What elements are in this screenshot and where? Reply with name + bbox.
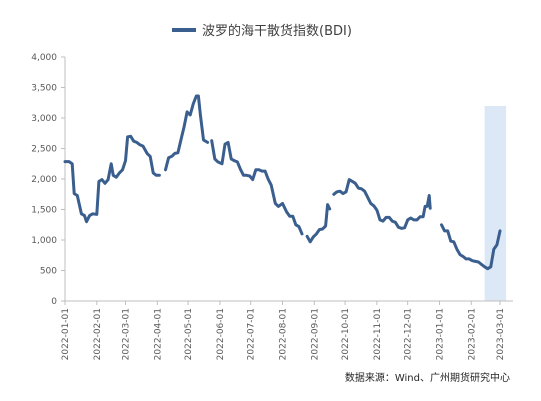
series-line-segment [440, 223, 502, 271]
series-line-segment [305, 203, 332, 244]
x-tick-label: 2022-04-01 [153, 308, 163, 360]
x-tick-label: 2022-05-01 [184, 308, 194, 360]
x-tick-label: 2022-11-01 [373, 308, 383, 360]
y-tick-label: 0 [51, 297, 57, 307]
x-tick-label: 2023-02-01 [467, 308, 477, 360]
x-tick-label: 2023-01-01 [435, 308, 445, 360]
y-tick-label: 2,500 [31, 145, 57, 155]
x-tick-label: 2023-03-01 [496, 308, 506, 360]
x-tick-label: 2022-01-01 [61, 308, 71, 360]
series-line-segment [332, 178, 432, 230]
series-bdi [63, 94, 502, 271]
x-tick-label: 2022-02-01 [93, 308, 103, 360]
x-tick-label: 2022-06-01 [216, 308, 226, 360]
y-tick-label: 4,000 [31, 53, 57, 63]
series-line-segment [164, 94, 210, 172]
x-tick-label: 2022-12-01 [404, 308, 414, 360]
x-tick-label: 2022-10-01 [341, 308, 351, 360]
y-tick-label: 1,500 [31, 206, 57, 216]
x-tick-label: 2022-08-01 [279, 308, 289, 360]
legend-label: 波罗的海干散货指数(BDI) [202, 23, 352, 39]
y-tick-label: 500 [40, 267, 57, 277]
y-tick-label: 1,000 [31, 236, 57, 246]
series-line-segment [63, 134, 161, 224]
x-tick-label: 2022-03-01 [122, 308, 132, 360]
x-axis-ticks: 2022-01-01 2022-02-01 2022-03-01 2022-04-01… [61, 301, 506, 360]
highlight-region [484, 106, 507, 301]
x-tick-label: 2022-07-01 [247, 308, 257, 360]
legend: 波罗的海干散货指数(BDI) [172, 23, 352, 39]
y-axis-ticks: 0 500 1,000 1,500 2,000 2,500 3,000 3,500 4,000 [31, 53, 65, 307]
y-tick-label: 2,000 [31, 175, 57, 185]
y-tick-label: 3,000 [31, 114, 57, 124]
y-tick-label: 3,500 [31, 84, 57, 94]
series-line-segment [210, 139, 304, 236]
source-note: 数据来源：Wind、广州期货研究中心 [345, 371, 510, 384]
x-tick-label: 2022-09-01 [310, 308, 320, 360]
